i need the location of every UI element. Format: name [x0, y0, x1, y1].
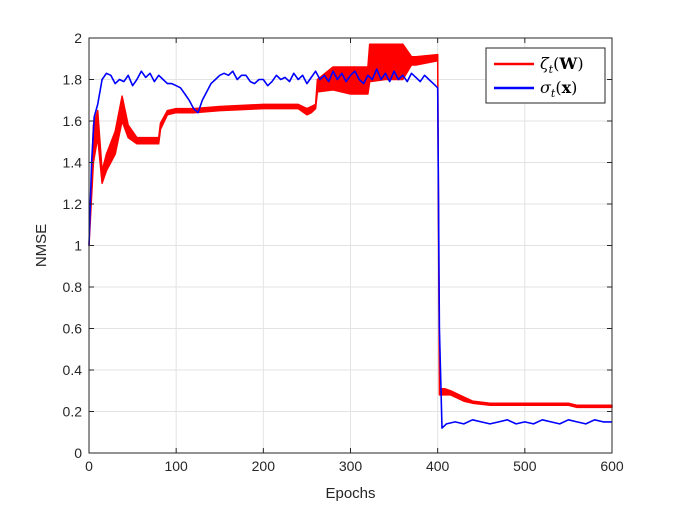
x-tick-label: 600 [600, 458, 624, 474]
y-tick-label: 0 [74, 445, 82, 461]
y-tick-label: 2 [74, 30, 82, 46]
x-tick-label: 200 [252, 458, 276, 474]
y-axis-label: NMSE [33, 224, 50, 267]
y-tick-label: 0.2 [63, 404, 83, 420]
legend-entry-label: σt(x) [540, 78, 577, 100]
x-tick-label: 0 [85, 458, 93, 474]
y-tick-label: 1.4 [63, 155, 83, 171]
x-tick-label: 400 [426, 458, 450, 474]
x-tick-label: 300 [339, 458, 363, 474]
series-sigma-line [88, 68, 612, 429]
axes-frame [88, 37, 613, 454]
x-axis-label: Epochs [325, 485, 375, 502]
y-tick-label: 0.8 [63, 279, 83, 295]
y-tick-label: 1.2 [63, 196, 83, 212]
tick-labels: 0 100 200 300 400 500 600 0 0.2 0.4 0.6 0.8 1 1.2 1.4 1… [63, 30, 624, 474]
x-tick-label: 500 [513, 458, 537, 474]
y-tick-label: 1.6 [63, 113, 83, 129]
legend: ζt(W)σt(x) [485, 47, 606, 104]
y-tick-label: 0.6 [63, 321, 83, 337]
y-tick-label: 0.4 [63, 362, 83, 378]
legend-entry-label: ζt(W) [540, 54, 584, 76]
y-tick-label: 1.8 [63, 72, 83, 88]
y-tick-label: 1 [74, 238, 82, 254]
x-tick-label: 100 [164, 458, 188, 474]
legend-box [485, 47, 606, 104]
